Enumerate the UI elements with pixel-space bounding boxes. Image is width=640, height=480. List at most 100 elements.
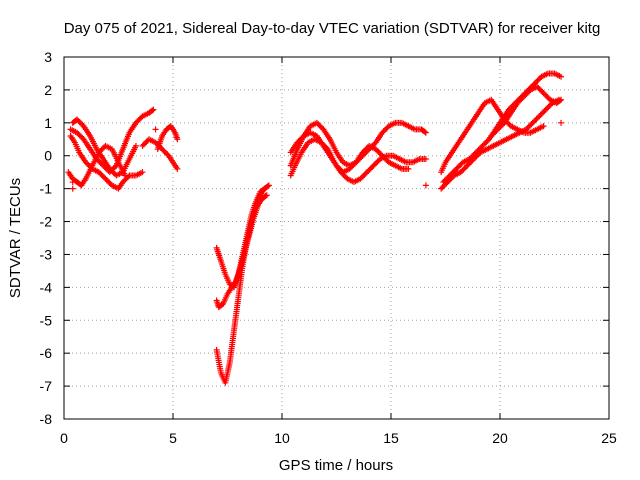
data-point <box>333 162 340 169</box>
data-point <box>74 116 81 123</box>
data-point <box>98 146 105 153</box>
data-point <box>149 107 156 114</box>
data-point <box>381 127 388 134</box>
data-point <box>442 176 449 183</box>
data-point <box>316 122 323 129</box>
data-point <box>456 163 463 170</box>
data-point <box>494 126 501 133</box>
data-point <box>467 154 474 161</box>
data-point <box>531 118 538 125</box>
data-point <box>534 114 541 121</box>
data-point <box>105 178 112 185</box>
data-point <box>448 171 455 178</box>
data-point <box>362 146 369 153</box>
data-point <box>381 155 388 162</box>
plot-frame <box>63 56 610 420</box>
data-point <box>108 167 115 174</box>
data-point <box>174 165 181 172</box>
data-point <box>375 148 382 155</box>
data-point <box>457 169 464 176</box>
x-tick-label: 15 <box>383 430 399 446</box>
y-tick-label: 2 <box>44 82 52 98</box>
data-point <box>527 122 534 129</box>
x-tick-label: 10 <box>274 430 290 446</box>
data-point <box>544 105 551 112</box>
data-point <box>493 127 500 134</box>
data-point <box>514 100 521 107</box>
outlier-point <box>422 182 429 189</box>
data-point <box>515 98 522 105</box>
data-point <box>109 168 116 175</box>
outlier-point <box>69 179 76 186</box>
data-point <box>532 117 539 124</box>
data-point <box>163 150 170 157</box>
data-point <box>76 132 83 139</box>
data-point <box>336 165 343 172</box>
data-point <box>150 106 157 113</box>
data-point <box>296 136 303 143</box>
data-point <box>373 159 380 166</box>
data-point <box>95 169 102 176</box>
data-point <box>78 133 85 140</box>
data-point <box>82 159 89 166</box>
data-point <box>136 115 143 122</box>
data-point <box>541 91 548 98</box>
data-point <box>471 150 478 157</box>
data-point <box>489 131 496 138</box>
data-point <box>473 149 480 156</box>
data-point <box>357 175 364 182</box>
data-point <box>262 193 269 200</box>
data-point <box>490 130 497 137</box>
data-point <box>540 109 547 116</box>
data-point <box>112 163 119 170</box>
data-points <box>65 70 565 386</box>
data-point <box>369 163 376 170</box>
data-point <box>142 140 149 147</box>
data-point <box>364 169 371 176</box>
data-point <box>421 128 428 135</box>
data-point <box>366 166 373 173</box>
data-point <box>376 150 383 157</box>
outlier-point <box>152 126 159 133</box>
data-point <box>374 158 381 165</box>
y-tick-label: -1 <box>40 181 53 197</box>
data-point <box>360 148 367 155</box>
y-tick-label: 0 <box>44 148 52 164</box>
data-point <box>469 153 476 160</box>
data-point <box>317 123 324 130</box>
series-trace-12 <box>287 129 412 176</box>
data-point <box>479 142 486 149</box>
x-tick-label: 25 <box>601 430 617 446</box>
data-point <box>535 84 542 91</box>
data-point <box>139 142 146 149</box>
data-point <box>161 148 168 155</box>
data-point <box>383 125 390 132</box>
data-point <box>295 138 302 145</box>
x-tick-label: 20 <box>492 430 508 446</box>
data-point <box>533 115 540 122</box>
data-point <box>440 179 447 186</box>
data-point <box>139 169 146 176</box>
data-point <box>95 149 102 156</box>
y-tick-label: -5 <box>40 312 53 328</box>
data-point <box>174 136 181 143</box>
series-trace-6 <box>154 123 181 153</box>
data-point <box>358 174 365 181</box>
data-point <box>135 117 142 124</box>
data-point <box>498 122 505 129</box>
y-tick-label: -2 <box>40 214 53 230</box>
data-point <box>263 192 270 199</box>
data-point <box>99 173 106 180</box>
data-point <box>445 173 452 180</box>
series-trace-1 <box>67 132 146 192</box>
series-trace-9 <box>213 185 268 291</box>
data-point <box>261 185 268 192</box>
series-trace-16 <box>488 83 565 139</box>
data-point <box>106 179 113 186</box>
data-point <box>298 135 305 142</box>
y-tick-label: 3 <box>44 49 52 65</box>
data-point <box>132 142 139 149</box>
data-point <box>534 83 541 90</box>
data-point <box>315 121 322 128</box>
x-tick-label: 5 <box>169 430 177 446</box>
